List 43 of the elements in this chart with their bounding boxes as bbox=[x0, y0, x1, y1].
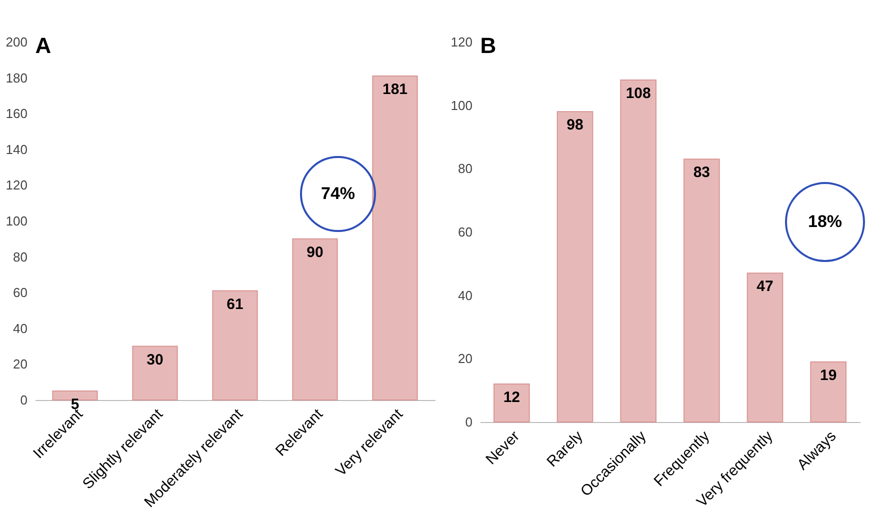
data-label: 30 bbox=[146, 351, 164, 368]
bar bbox=[683, 158, 720, 422]
data-label: 19 bbox=[820, 366, 837, 384]
y-tick-label: 120 bbox=[6, 178, 28, 193]
y-tick-label: 60 bbox=[13, 285, 28, 300]
y-tick-label: 0 bbox=[465, 414, 472, 430]
y-tick-label: 0 bbox=[20, 392, 28, 408]
bar bbox=[52, 390, 98, 400]
y-tick-label: 160 bbox=[6, 106, 28, 122]
y-tick-label: 200 bbox=[6, 34, 28, 50]
bar bbox=[292, 238, 338, 400]
circle-outline: 18% bbox=[785, 182, 865, 262]
y-tick-label: 80 bbox=[13, 249, 28, 264]
chart-title: A bbox=[35, 33, 52, 58]
bar bbox=[556, 111, 594, 422]
bar bbox=[810, 361, 847, 422]
data-label: 90 bbox=[306, 244, 324, 261]
chart-title: B bbox=[480, 33, 496, 58]
bar bbox=[746, 272, 784, 422]
y-tick-label: 20 bbox=[458, 351, 472, 366]
bar bbox=[493, 384, 530, 422]
circle-outline: 74% bbox=[300, 156, 376, 232]
y-tick-label: 60 bbox=[458, 224, 472, 240]
bar bbox=[620, 80, 657, 422]
bar bbox=[212, 290, 258, 400]
data-label: 61 bbox=[226, 296, 244, 313]
y-tick-label: 20 bbox=[13, 356, 28, 372]
y-tick-label: 120 bbox=[450, 34, 472, 50]
y-tick-label: 100 bbox=[6, 214, 28, 228]
y-tick-label: 40 bbox=[458, 288, 472, 303]
data-label: 47 bbox=[756, 278, 774, 296]
y-tick-label: 80 bbox=[458, 161, 472, 176]
data-label: 108 bbox=[626, 85, 651, 102]
y-tick-label: 40 bbox=[13, 320, 28, 336]
bar bbox=[372, 76, 418, 400]
y-tick-label: 100 bbox=[450, 98, 472, 113]
data-label: 12 bbox=[503, 389, 520, 406]
data-label: 98 bbox=[566, 116, 584, 134]
data-label: 181 bbox=[382, 81, 408, 98]
y-tick-label: 180 bbox=[6, 70, 28, 86]
bar bbox=[132, 346, 178, 400]
y-tick-label: 140 bbox=[6, 142, 28, 157]
data-label: 83 bbox=[693, 164, 710, 182]
